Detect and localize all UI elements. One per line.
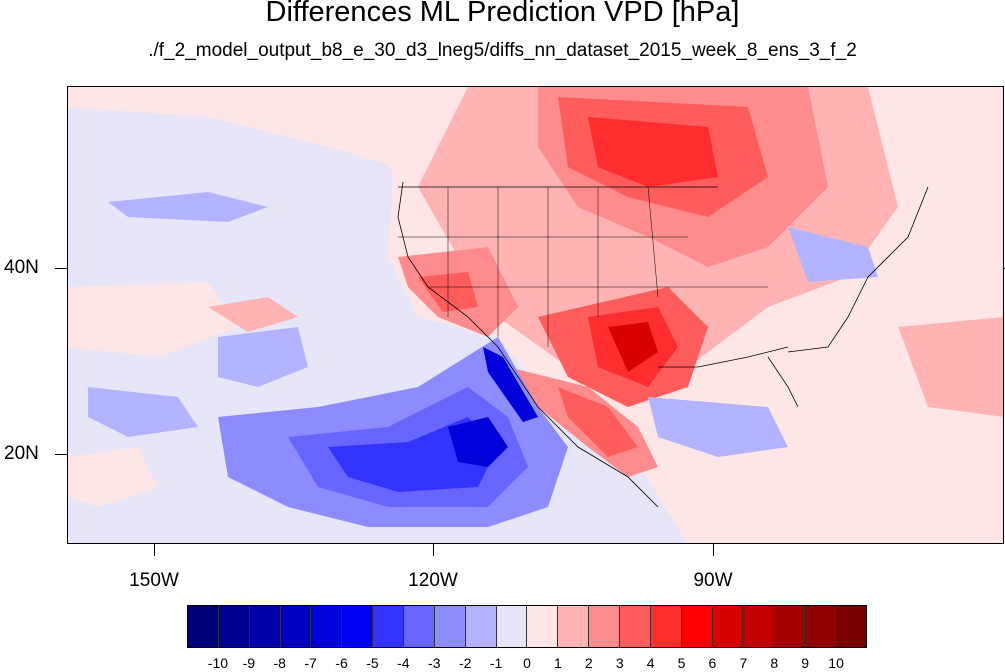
colorbar-label: -10 <box>207 655 229 671</box>
colorbar-swatch <box>836 606 866 647</box>
colorbar-label: -3 <box>428 655 441 671</box>
lat-label-20n: 20N <box>4 443 39 464</box>
colorbar-swatch <box>434 606 466 647</box>
lat-label-40n: 40N <box>4 257 39 278</box>
colorbar-label: -7 <box>304 655 317 671</box>
colorbar-swatch <box>774 606 806 647</box>
colorbar-swatch <box>404 606 435 647</box>
x-tick-90w <box>713 544 714 556</box>
colorbar-label: 5 <box>677 655 686 671</box>
colorbar-label: 8 <box>770 655 779 671</box>
colorbar-swatch <box>558 606 590 647</box>
colorbar-label: 0 <box>523 655 531 671</box>
colorbar-swatch <box>496 606 528 647</box>
colorbar-swatch <box>249 606 281 647</box>
colorbar-swatch <box>681 606 713 647</box>
colorbar-label: 4 <box>646 655 655 671</box>
colorbar-swatch <box>620 606 651 647</box>
colorbar-label: -4 <box>397 655 410 671</box>
colorbar-swatch <box>527 606 559 647</box>
colorbar-label: -2 <box>458 655 472 671</box>
colorbar-swatch <box>712 606 744 647</box>
colorbar-swatch <box>280 606 312 647</box>
colorbar-swatch <box>218 606 250 647</box>
colorbar-swatch <box>805 606 837 647</box>
colorbar-swatch <box>589 606 621 647</box>
y-tick-40n-left <box>55 268 67 269</box>
colorbar-label: 3 <box>615 655 624 671</box>
colorbar-label: 7 <box>739 655 748 671</box>
vpd-difference-field <box>68 87 1003 543</box>
y-tick-20n-left <box>55 454 67 455</box>
colorbar-label: 10 <box>828 655 844 671</box>
lon-label-90w: 90W <box>693 570 733 591</box>
colorbar-swatch <box>373 606 405 647</box>
colorbar-swatch <box>188 606 219 647</box>
x-tick-150w <box>154 544 155 556</box>
colorbar-swatch <box>311 606 343 647</box>
colorbar-swatch <box>342 606 374 647</box>
colorbar-label: 1 <box>554 655 562 671</box>
colorbar-label: -5 <box>366 655 379 671</box>
colorbar-swatch <box>465 606 497 647</box>
colorbar <box>187 605 867 648</box>
colorbar-swatch <box>650 606 682 647</box>
colorbar-swatch <box>743 606 775 647</box>
map-title: Differences ML Prediction VPD [hPa] <box>265 0 740 28</box>
colorbar-label: 2 <box>584 655 593 671</box>
lon-label-120w: 120W <box>408 570 458 591</box>
colorbar-label: -6 <box>335 655 348 671</box>
colorbar-label: -9 <box>242 655 256 671</box>
colorbar-label: -1 <box>489 655 503 671</box>
colorbar-label: -8 <box>273 655 286 671</box>
colorbar-label: 6 <box>708 655 717 671</box>
map-plot-area <box>67 86 1004 544</box>
x-tick-120w <box>433 544 434 556</box>
colorbar-label: 9 <box>801 655 810 671</box>
lon-label-150w: 150W <box>129 570 179 591</box>
map-subtitle: ./f_2_model_output_b8_e_30_d3_lneg5/diff… <box>148 40 857 61</box>
